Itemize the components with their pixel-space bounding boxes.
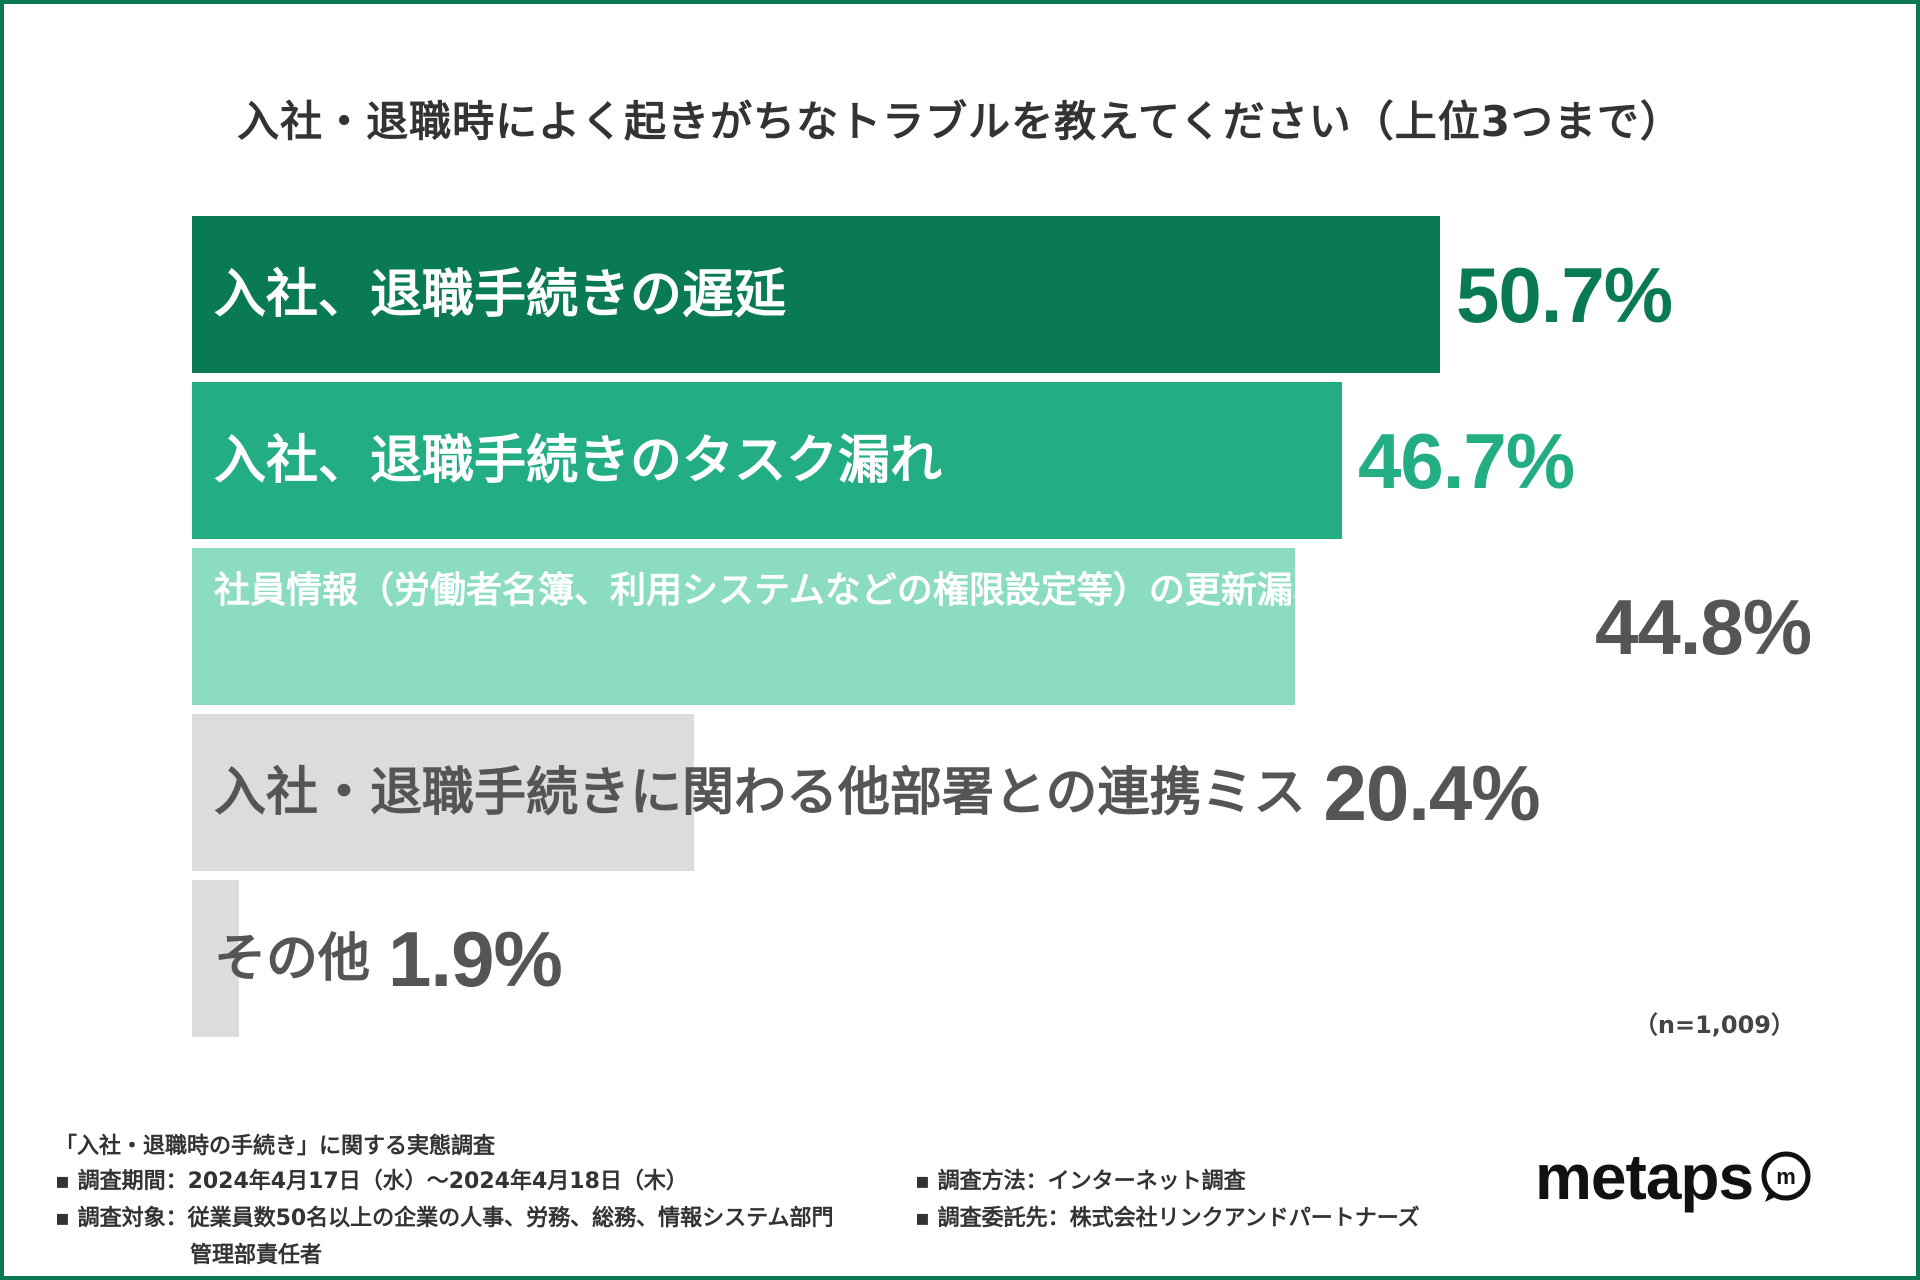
bar-value-4: 20.4% [1323, 748, 1540, 837]
bar-value-2: 46.7% [1358, 416, 1575, 505]
sample-size-note: （n=1,009） [1633, 1011, 1795, 1039]
bar-label-3: 社員情報（労働者名簿、利用システムなどの権限設定等）の更新漏れ [214, 570, 1329, 611]
bar-label-2: 入社、退職手続きのタスク漏れ [214, 430, 943, 491]
bar-1 [192, 216, 1440, 373]
bar-label-4: 入社・退職手続きに関わる他部署との連携ミス [214, 762, 1306, 823]
bar-value-1: 50.7% [1456, 250, 1673, 339]
bar-value-3: 44.8% [1595, 582, 1812, 671]
bar-label-1: 入社、退職手続きの遅延 [214, 264, 787, 325]
speech-bubble-m-icon: m [1761, 1151, 1811, 1202]
bar-label-5: その他 [214, 928, 371, 989]
logo-mark-letter: m [1776, 1164, 1796, 1189]
bar-2 [192, 382, 1342, 539]
logo-text: metaps [1535, 1141, 1754, 1213]
bar-5 [192, 880, 239, 1037]
chart-title: 入社・退職時によく起きがちなトラブルを教えてください（上位3つまで） [237, 97, 1683, 146]
bar-value-5: 1.9% [388, 914, 563, 1003]
metaps-logo: metaps m [1535, 1140, 1813, 1214]
bar-3 [192, 548, 1295, 705]
bar-4 [192, 714, 694, 871]
